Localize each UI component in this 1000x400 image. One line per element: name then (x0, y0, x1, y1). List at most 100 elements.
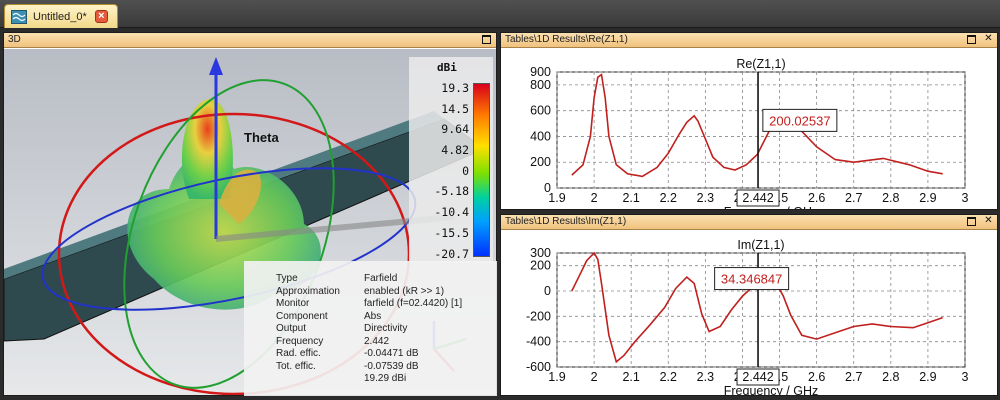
colorbar-tick: -20.7 (434, 246, 469, 261)
colorbar-legend: dBi 19.3 14.5 9.64 4.82 0 -5.18 -10.4 -1… (409, 57, 493, 263)
info-key: Rad. effic. (276, 348, 321, 359)
maximize-pane-button[interactable] (967, 216, 978, 227)
pane-title-im: Tables\1D Results\Im(Z1,1) (501, 215, 997, 230)
maximize-pane-button[interactable] (967, 34, 978, 45)
y-tick-label: 200 (530, 155, 551, 169)
marker-value-box (762, 108, 838, 132)
z-axis-arrowhead (209, 57, 223, 75)
colorbar-tick: -10.4 (434, 205, 469, 220)
series-line (571, 251, 943, 364)
x-tick-label: 2.3 (697, 191, 714, 205)
y-tick-label: 900 (530, 65, 551, 79)
tab-close-button[interactable]: × (94, 10, 108, 23)
radiation-pattern-side-lobe (219, 169, 262, 224)
info-key: Output (276, 323, 307, 334)
y-tick-label: 200 (530, 259, 551, 273)
info-value: farfield (f=02.4420) [1] (364, 298, 463, 309)
colorbar-tick: 9.64 (441, 122, 469, 137)
re-z11-chart[interactable]: 1.922.12.22.32.42.52.62.72.82.9390080060… (501, 49, 997, 209)
document-tab-strip: Untitled_0* × (0, 0, 1000, 28)
x-tick-label: 2.9 (919, 370, 936, 384)
y-tick-label: -400 (526, 335, 551, 349)
y-tick-label: 600 (530, 104, 551, 118)
y-tick-label: 800 (530, 78, 551, 92)
y-tick-label: -600 (526, 360, 551, 374)
close-pane-icon[interactable]: ✕ (984, 33, 993, 44)
x-tick-label: 2 (591, 370, 598, 384)
info-key: Component (276, 310, 328, 322)
info-key: Type (276, 273, 298, 284)
x-tick-label: 2.6 (808, 370, 825, 384)
colorbar-unit: dBi (437, 61, 457, 74)
info-value: Directivity (364, 323, 408, 334)
marker-value-box (714, 267, 790, 291)
series-line (571, 73, 943, 178)
x-tick-label: 2.7 (845, 370, 862, 384)
x-tick-label: 2.1 (622, 191, 639, 205)
marker-x-readout-box (736, 189, 780, 207)
y-tick-label: -200 (526, 309, 551, 323)
chart-title: Im(Z1,1) (737, 238, 784, 252)
im-z11-pane: Tables\1D Results\Im(Z1,1) ✕ 1.9 2 2.1 2.2 2… (500, 214, 998, 396)
y-tick-label: 0 (544, 284, 551, 298)
tab-untitled[interactable]: Untitled_0* × (4, 4, 118, 28)
plot-area (556, 71, 966, 189)
info-key: Monitor (276, 298, 310, 309)
x-tick-label: 1.9 (548, 191, 565, 205)
marker-x-readout: 2.442 (742, 191, 773, 205)
x-tick-label: 3 (962, 191, 969, 205)
x-tick-label: 2.7 (845, 191, 862, 205)
info-value: enabled (kR >> 1) (364, 285, 445, 297)
info-value: Farfield (364, 273, 398, 284)
y-tick-label: 0 (544, 181, 551, 195)
3d-view-pane: 3D (3, 32, 497, 396)
info-value: 19.29 dBi (364, 373, 407, 384)
x-axis-label: Frequency / GHz (724, 384, 818, 395)
marker-x-readout-box (736, 368, 780, 386)
x-tick-label: 2.2 (660, 191, 677, 205)
close-pane-icon[interactable]: ✕ (984, 215, 993, 226)
marker-x-readout: 2.442 (742, 370, 773, 384)
x-tick-label: 1.9 (548, 370, 565, 384)
app-icon (11, 9, 27, 24)
maximize-pane-button[interactable] (482, 34, 493, 45)
tab-label: Untitled_0* (33, 10, 87, 23)
x-tick-label: 2 (591, 191, 598, 205)
colorbar-tick: 14.5 (441, 101, 469, 116)
farfield-info-box: Type Farfield Approximation enabled (kR … (244, 261, 497, 396)
info-value: Abs (364, 310, 382, 322)
y-tick-label: 300 (530, 246, 551, 260)
info-value: 2.442 (364, 335, 390, 347)
colorbar-tick: -15.5 (434, 225, 469, 240)
pane-title-re: Tables\1D Results\Re(Z1,1) (501, 33, 997, 48)
theta-axis-label: Theta (244, 130, 279, 145)
marker-value-label: 200.02537 (769, 113, 830, 128)
x-tick-label: 2.2 (660, 370, 677, 384)
radiation-pattern-main-lobe (181, 98, 233, 199)
info-value: -0.04471 dB (364, 348, 419, 359)
chart-title: Re(Z1,1) (736, 57, 785, 71)
im-z11-chart[interactable]: 1.922.12.22.32.42.52.62.72.82.933002000-… (501, 231, 997, 395)
x-tick-label: 3 (962, 370, 969, 384)
y-tick-label: 400 (530, 129, 551, 143)
info-value: -0.07539 dB (364, 360, 419, 372)
info-key: Approximation (276, 285, 340, 297)
info-key: Frequency (276, 335, 324, 347)
x-tick-label: 2.3 (697, 370, 714, 384)
pane-title-3d: 3D (4, 33, 496, 48)
colorbar-tick: 4.82 (441, 143, 469, 158)
x-tick-label: 2.8 (882, 191, 899, 205)
x-tick-label: 2.8 (882, 370, 899, 384)
marker-value-label: 34.346847 (721, 272, 782, 287)
re-z11-pane: Tables\1D Results\Re(Z1,1) ✕ 1.9 2 2.1 2.2 2… (500, 32, 998, 210)
x-tick-label: 2.9 (919, 191, 936, 205)
info-key: Tot. effic. (276, 360, 316, 372)
x-tick-label: 2.6 (808, 191, 825, 205)
colorbar-gradient (473, 83, 490, 257)
colorbar-tick: 19.3 (441, 81, 469, 95)
x-axis-label: Frequency / GHz (724, 205, 818, 209)
colorbar-tick: -5.18 (434, 184, 469, 199)
x-tick-label: 2.1 (622, 370, 639, 384)
colorbar-tick: 0 (462, 163, 469, 178)
